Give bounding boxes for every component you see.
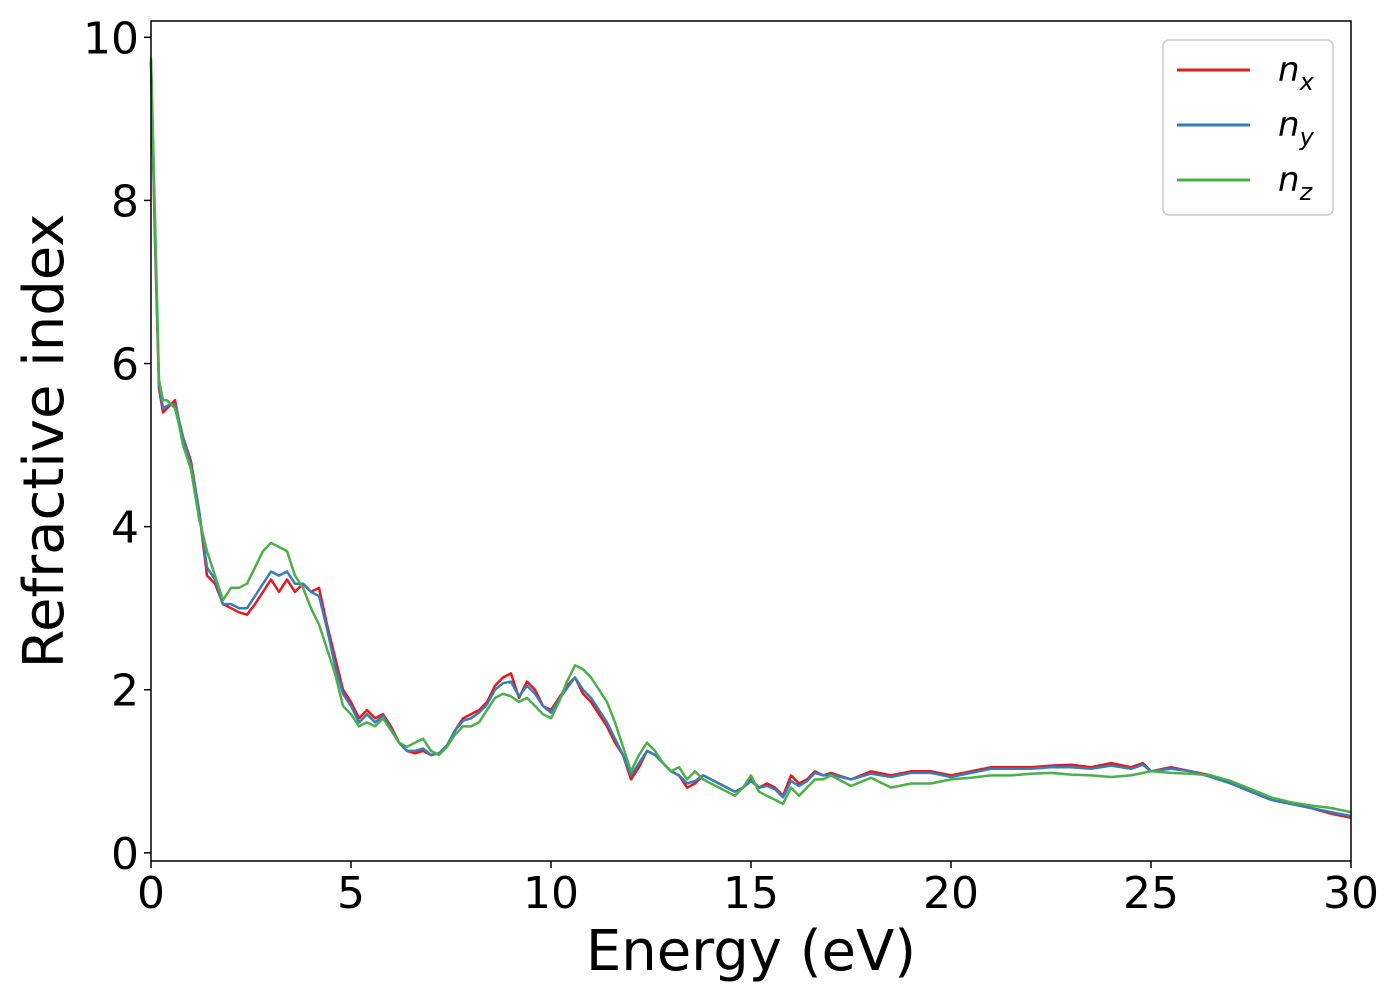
series-line-ny <box>149 61 1352 818</box>
x-axis-ticks: 0 5 10 15 20 25 30 <box>137 861 1379 919</box>
legend-box <box>1162 39 1334 216</box>
legend-label-nx: nx <box>1278 50 1315 96</box>
x-tick-label: 5 <box>337 868 365 919</box>
y-axis-title: Refractive index <box>12 214 77 669</box>
x-tick-label: 15 <box>723 868 779 919</box>
legend-label-nz: nz <box>1278 160 1314 206</box>
y-tick-label: 8 <box>111 176 139 227</box>
series-line-nz <box>149 57 1352 814</box>
series-lines <box>149 57 1352 820</box>
legend: nx ny nz <box>1162 39 1334 216</box>
x-tick-label: 20 <box>923 868 979 919</box>
y-tick-label: 4 <box>111 503 139 554</box>
y-axis-ticks: 0 2 4 6 8 10 <box>83 13 151 880</box>
y-tick-label: 0 <box>111 829 139 880</box>
x-tick-label: 25 <box>1123 868 1179 919</box>
x-tick-label: 10 <box>523 868 579 919</box>
y-tick-label: 10 <box>83 13 139 64</box>
series-line-nx <box>149 61 1352 820</box>
y-tick-label: 2 <box>111 666 139 717</box>
legend-label-ny: ny <box>1278 105 1315 151</box>
x-tick-label: 0 <box>137 868 165 919</box>
x-axis-title: Energy (eV) <box>586 919 916 984</box>
y-tick-label: 6 <box>111 340 139 391</box>
x-tick-label: 30 <box>1323 868 1379 919</box>
